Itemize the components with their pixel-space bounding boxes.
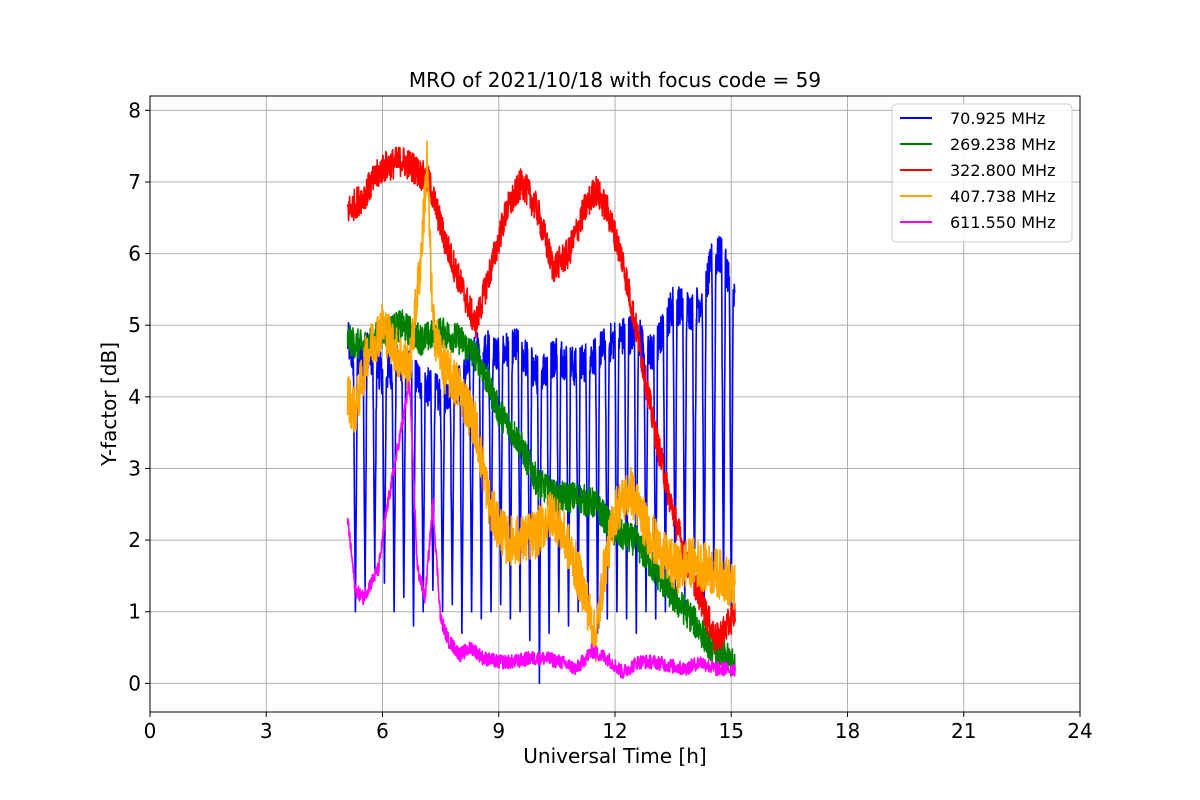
y-tick-label: 7 [128,170,141,194]
y-tick-label: 2 [128,528,141,552]
chart-title: MRO of 2021/10/18 with focus code = 59 [409,68,821,92]
x-tick-label: 12 [602,719,627,743]
series-line-2 [346,146,736,653]
series-line-3 [346,140,736,663]
x-tick-label: 24 [1067,719,1092,743]
x-tick-label: 3 [260,719,273,743]
series-line-4 [346,380,736,680]
x-tick-label: 15 [719,719,744,743]
legend-box [891,103,1073,243]
y-tick-label: 0 [128,671,141,695]
plot-series [346,140,736,685]
legend-label: 322.800 MHz [950,161,1055,180]
y-tick-label: 3 [128,456,141,480]
x-tick-label: 0 [144,719,157,743]
legend: 70.925 MHz 269.238 MHz 322.800 MHz 407.738 … [891,103,1073,243]
series-line-0 [346,235,736,685]
legend-label: 407.738 MHz [950,187,1055,206]
legend-label: 269.238 MHz [950,135,1055,154]
y-tick-label: 4 [128,385,141,409]
x-axis-label: Universal Time [h] [523,744,706,768]
y-tick-label: 6 [128,242,141,266]
legend-label: 70.925 MHz [950,109,1045,128]
legend-label: 611.550 MHz [950,213,1055,232]
y-tick-label: 5 [128,313,141,337]
x-tick-label: 21 [951,719,976,743]
x-tick-label: 9 [492,719,505,743]
y-tick-label: 8 [128,98,141,122]
x-tick-label: 18 [835,719,860,743]
y-tick-label: 1 [128,600,141,624]
y-axis-label: Y-factor [dB] [97,342,121,467]
x-tick-label: 6 [376,719,389,743]
